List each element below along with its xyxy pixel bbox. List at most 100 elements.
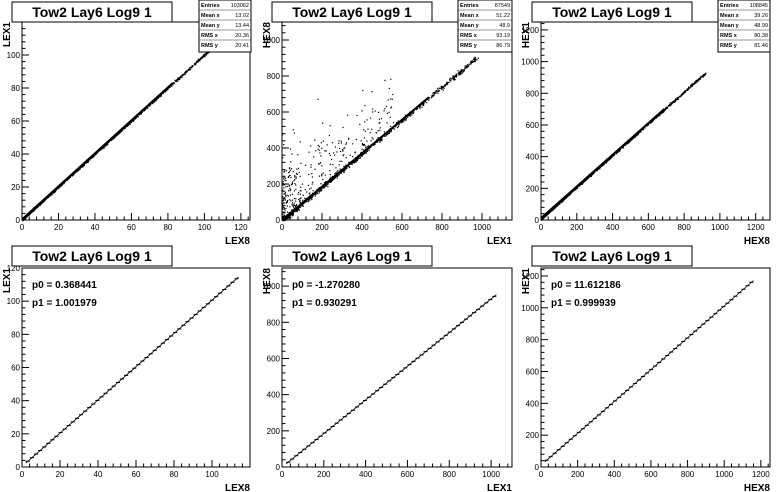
scatter-point xyxy=(288,184,291,186)
scatter-point xyxy=(689,86,691,88)
scatter-point xyxy=(283,207,285,209)
scatter-point xyxy=(166,89,168,92)
x-tick-label: 200 xyxy=(571,470,585,479)
scatter-point xyxy=(548,212,550,215)
scatter-point xyxy=(158,96,160,98)
scatter-point xyxy=(348,166,351,168)
scatter-point xyxy=(344,169,346,171)
scatter-point xyxy=(443,87,445,90)
scatter-point xyxy=(286,199,289,202)
scatter-point xyxy=(475,58,477,60)
scatter-point xyxy=(299,202,302,204)
scatter-point xyxy=(371,128,373,130)
scatter-point xyxy=(605,162,607,164)
scatter-point xyxy=(292,205,294,207)
scatter-point xyxy=(319,190,321,192)
scatter-point xyxy=(333,178,335,181)
scatter-point xyxy=(330,181,332,183)
scatter-point xyxy=(105,145,107,147)
scatter-point xyxy=(305,164,307,166)
scatter-point xyxy=(653,118,655,121)
scatter-point xyxy=(69,177,71,179)
scatter-point xyxy=(172,82,174,84)
scatter-point xyxy=(30,212,33,214)
scatter-point xyxy=(149,104,152,106)
scatter-point xyxy=(432,96,434,98)
scatter-point xyxy=(348,165,350,168)
scatter-point xyxy=(593,171,596,173)
scatter-point xyxy=(323,182,325,184)
scatter-point xyxy=(110,139,113,141)
stats-value: 48.9 xyxy=(499,23,510,29)
scatter-point xyxy=(469,61,472,63)
scatter-point xyxy=(318,175,321,177)
scatter-point xyxy=(38,204,41,206)
scatter-point xyxy=(422,103,425,105)
scatter-point xyxy=(302,205,304,207)
scatter-point xyxy=(460,72,462,74)
scatter-point xyxy=(700,77,702,79)
scatter-point xyxy=(28,214,30,216)
title-box xyxy=(11,1,173,23)
scatter-point xyxy=(446,82,448,84)
scatter-point xyxy=(166,89,169,91)
scatter-point xyxy=(99,149,101,151)
scatter-point xyxy=(679,95,681,97)
fit-line xyxy=(544,280,754,463)
scatter-point xyxy=(609,157,611,160)
scatter-point xyxy=(467,65,470,67)
y-tick-label: 1000 xyxy=(262,36,280,45)
scatter-point xyxy=(631,138,633,140)
scatter-point xyxy=(31,211,33,213)
plot-frame xyxy=(281,267,513,468)
scatter-point xyxy=(440,87,442,89)
scatter-point xyxy=(405,118,407,120)
scatter-point xyxy=(53,191,55,193)
x-tick-label: 20 xyxy=(54,223,63,232)
scatter-point xyxy=(331,141,334,144)
scatter-point xyxy=(42,201,44,203)
scatter-point xyxy=(283,215,285,218)
scatter-point xyxy=(116,134,119,136)
scatter-point xyxy=(336,171,338,173)
scatter-point xyxy=(421,106,423,108)
scatter-point xyxy=(291,182,294,185)
scatter-point xyxy=(633,136,636,139)
scatter-point xyxy=(389,131,391,133)
scatter-point xyxy=(550,210,552,212)
scatter-point xyxy=(392,128,394,130)
scatter-point xyxy=(54,191,57,193)
scatter-point xyxy=(302,199,304,201)
scatter-point xyxy=(184,71,186,74)
scatter-point xyxy=(466,65,468,68)
scatter-point xyxy=(287,190,290,192)
scatter-point xyxy=(67,178,69,180)
scatter-point xyxy=(329,173,331,176)
scatter-point xyxy=(343,147,345,149)
scatter-point xyxy=(286,185,289,188)
scatter-point xyxy=(617,151,619,153)
scatter-point xyxy=(463,69,465,71)
scatter-point xyxy=(370,140,372,142)
scatter-point xyxy=(298,206,300,209)
stats-label: Entries xyxy=(201,3,220,9)
scatter-point xyxy=(127,125,129,127)
title-box xyxy=(271,245,433,267)
scatter-point xyxy=(284,211,286,214)
scatter-point xyxy=(90,157,92,160)
scatter-point xyxy=(372,108,374,110)
scatter-point xyxy=(294,204,296,207)
x-tick-label: 800 xyxy=(435,223,449,232)
scatter-point xyxy=(201,56,203,58)
y-tick-label: 60 xyxy=(11,364,20,373)
scatter-point xyxy=(592,173,595,175)
scatter-point xyxy=(310,187,312,189)
scatter-point xyxy=(319,162,322,164)
scatter-point xyxy=(106,143,109,145)
scatter-point xyxy=(586,178,588,180)
scatter-point xyxy=(188,69,190,72)
stats-value: 108845 xyxy=(750,3,768,9)
scatter-point xyxy=(362,144,364,147)
scatter-point xyxy=(294,175,296,177)
scatter-point xyxy=(656,116,659,118)
